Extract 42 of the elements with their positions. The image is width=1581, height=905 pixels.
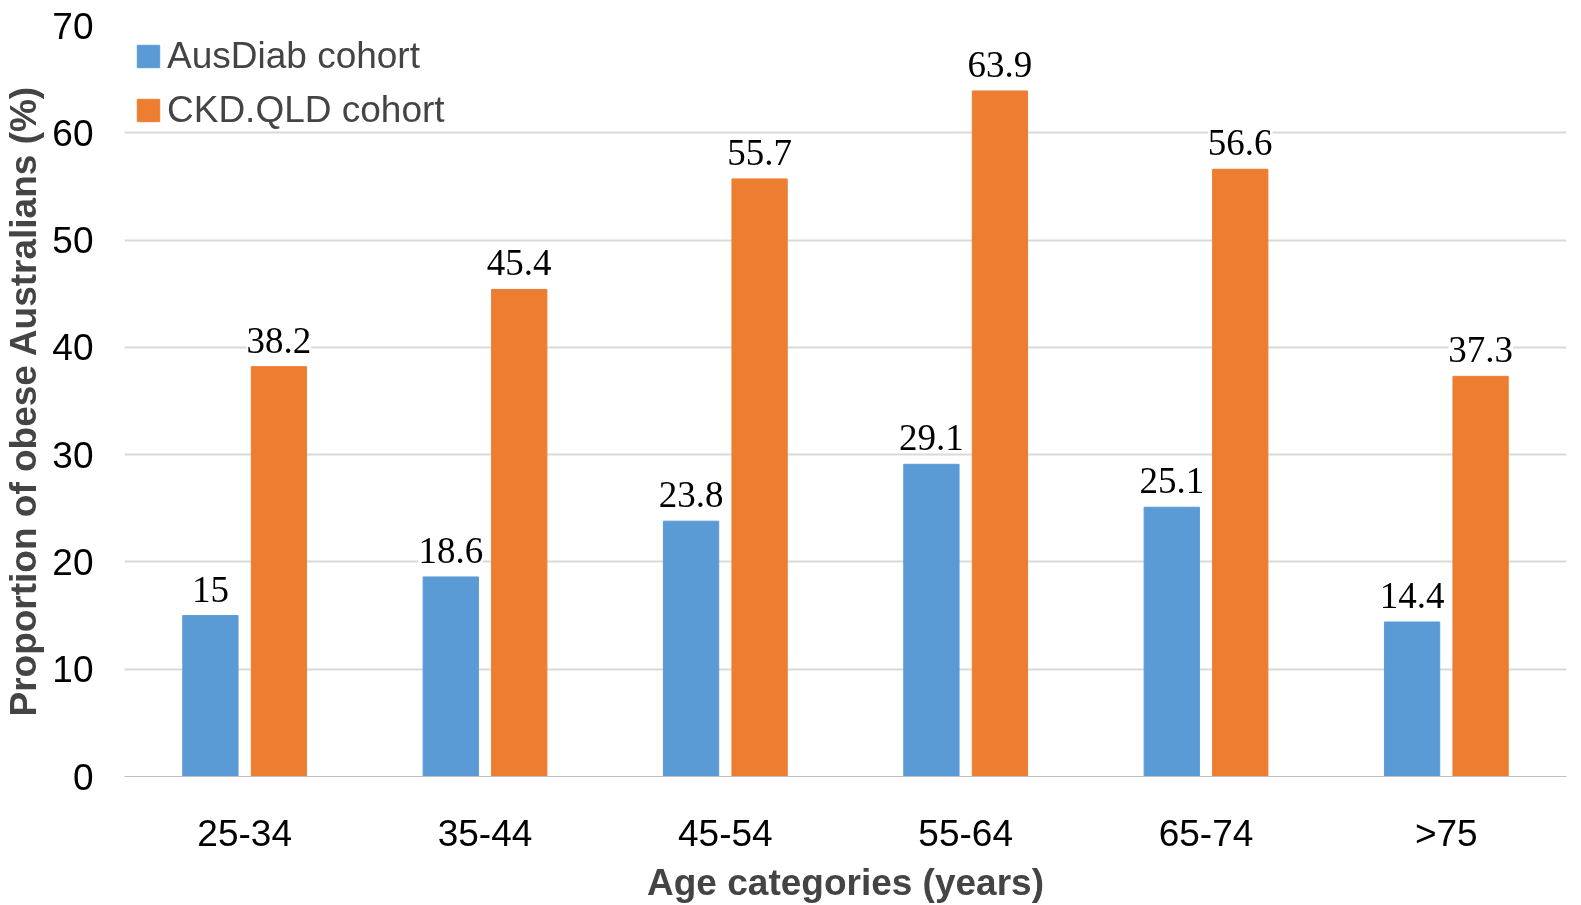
legend-label: CKD.QLD cohort — [167, 89, 445, 131]
x-tick-label: >75 — [1414, 812, 1478, 854]
x-axis-title: Age categories (years) — [647, 861, 1044, 903]
x-tick-label: 35-44 — [437, 812, 533, 854]
data-label: 14.4 — [1379, 575, 1445, 617]
bar — [1143, 506, 1200, 777]
y-axis-title: Proportion of obese Australians (%) — [3, 86, 45, 717]
bar — [662, 520, 720, 777]
data-label: 15 — [191, 568, 229, 610]
data-label: 23.8 — [658, 474, 724, 516]
x-tick-label: 55-64 — [918, 812, 1013, 854]
data-label: 45.4 — [486, 242, 552, 284]
bar — [182, 615, 239, 777]
y-tick-label: 10 — [52, 649, 94, 691]
x-tick-label: 45-54 — [678, 812, 773, 854]
bar — [1383, 621, 1441, 777]
y-tick-label: 70 — [52, 5, 94, 47]
x-tick-label: 65-74 — [1158, 812, 1254, 854]
bar — [491, 288, 548, 777]
bar — [903, 463, 960, 777]
y-tick-label: 20 — [52, 541, 94, 583]
data-label: 56.6 — [1207, 122, 1273, 164]
data-label: 18.6 — [418, 529, 484, 571]
y-tick-label: 30 — [52, 434, 94, 476]
bar — [971, 90, 1029, 777]
y-tick-label: 50 — [52, 220, 94, 262]
data-label: 29.1 — [899, 417, 964, 459]
bar — [422, 576, 479, 777]
y-tick-label: 60 — [52, 112, 94, 154]
data-label: 37.3 — [1448, 329, 1513, 371]
data-label: 63.9 — [967, 43, 1033, 85]
bar — [1452, 375, 1509, 777]
bar — [250, 366, 308, 777]
y-tick-label: 40 — [52, 327, 94, 369]
y-tick-label: 0 — [72, 756, 94, 798]
data-label: 55.7 — [727, 131, 792, 173]
data-label: 38.2 — [246, 319, 312, 361]
bar — [731, 178, 788, 777]
legend-label: AusDiab cohort — [167, 35, 420, 77]
bar — [1212, 168, 1269, 777]
data-label: 25.1 — [1139, 460, 1205, 502]
x-tick-label: 25-34 — [197, 812, 292, 854]
